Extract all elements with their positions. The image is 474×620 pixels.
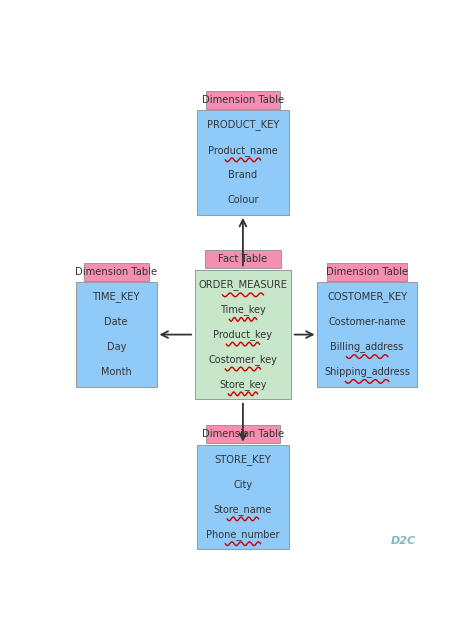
- Text: Colour: Colour: [227, 195, 259, 205]
- Text: Dimension Table: Dimension Table: [326, 267, 408, 277]
- FancyBboxPatch shape: [318, 282, 417, 387]
- Text: STORE_KEY: STORE_KEY: [215, 454, 271, 464]
- FancyBboxPatch shape: [197, 110, 289, 215]
- Text: Store_key: Store_key: [219, 379, 267, 390]
- Text: PRODUCT_KEY: PRODUCT_KEY: [207, 120, 279, 130]
- Text: Costomer-name: Costomer-name: [328, 317, 406, 327]
- Text: Dimension Table: Dimension Table: [202, 429, 284, 439]
- Text: Date: Date: [104, 317, 128, 327]
- Text: Fact Table: Fact Table: [219, 254, 267, 264]
- Text: Brand: Brand: [228, 170, 257, 180]
- Text: Dimension Table: Dimension Table: [202, 95, 284, 105]
- FancyBboxPatch shape: [205, 250, 281, 268]
- FancyBboxPatch shape: [197, 445, 289, 549]
- Text: Shipping_address: Shipping_address: [324, 366, 410, 378]
- Text: Store_name: Store_name: [214, 504, 272, 515]
- FancyBboxPatch shape: [195, 270, 291, 399]
- Text: D2C: D2C: [391, 536, 416, 546]
- FancyBboxPatch shape: [76, 282, 156, 387]
- Text: Product_key: Product_key: [213, 329, 273, 340]
- FancyBboxPatch shape: [84, 263, 148, 281]
- Text: Dimension Table: Dimension Table: [75, 267, 157, 277]
- Text: Time_key: Time_key: [220, 304, 266, 315]
- Text: ORDER_MEASURE: ORDER_MEASURE: [199, 279, 287, 290]
- Text: Product_name: Product_name: [208, 145, 278, 156]
- Text: Month: Month: [101, 367, 132, 377]
- Text: COSTOMER_KEY: COSTOMER_KEY: [327, 291, 407, 302]
- Text: Phone_number: Phone_number: [206, 529, 280, 539]
- Text: Day: Day: [107, 342, 126, 352]
- Text: TIME_KEY: TIME_KEY: [92, 291, 140, 302]
- FancyBboxPatch shape: [206, 91, 280, 109]
- FancyBboxPatch shape: [328, 263, 407, 281]
- FancyBboxPatch shape: [206, 425, 280, 443]
- Text: City: City: [233, 479, 253, 490]
- Text: Costomer_key: Costomer_key: [209, 354, 277, 365]
- Text: Billing_address: Billing_address: [330, 342, 404, 353]
